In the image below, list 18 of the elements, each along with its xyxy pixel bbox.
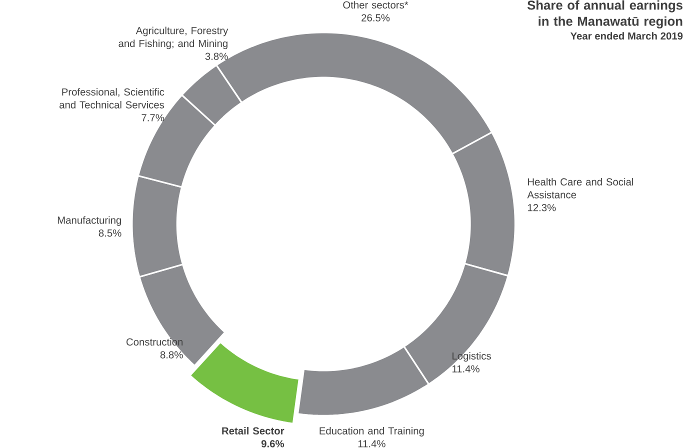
slice-label: Retail Sector (222, 426, 284, 434)
data-label: 12.3% (528, 204, 556, 212)
data-label: 11.4% (358, 440, 386, 448)
data-label: 7.7% (142, 114, 164, 122)
data-label: 8.5% (98, 229, 122, 236)
data-label: 8.8% (160, 351, 183, 358)
slice-label: Other sectors* (343, 0, 408, 8)
slice-label: Manufacturing (58, 216, 122, 226)
data-label: 26.5% (362, 14, 390, 22)
data-label: 9.6% (261, 440, 284, 448)
slice-label: Education and Training (320, 426, 424, 436)
text: Year ended March 2019 (570, 32, 683, 40)
slice-label: Professional, Scientific and Technical Services (60, 88, 164, 108)
slice-label: Agriculture, Forestry and Fishing; and Mining (118, 26, 228, 49)
data-label: 11.4% (452, 365, 480, 372)
slice-label: Health Care and Social Assistance (527, 178, 634, 198)
text: Share of annual earnings in the Manawatū region (527, 0, 682, 28)
data-label: 3.8% (205, 52, 228, 60)
